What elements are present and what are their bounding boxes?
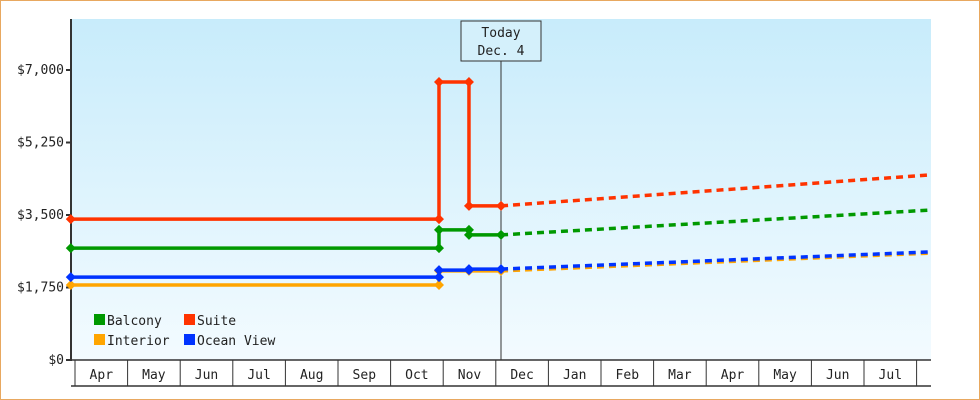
x-tick-label: Jun [195, 368, 218, 383]
data-point-suite [433, 214, 444, 225]
legend-label: Balcony [107, 314, 162, 329]
x-tick-label: Sep [353, 368, 377, 383]
legend-swatch [184, 334, 195, 345]
data-point-ocean-view [433, 265, 444, 276]
data-point-balcony [433, 243, 444, 254]
data-point-interior [65, 280, 76, 291]
data-point-suite [433, 77, 444, 88]
series-line-balcony [70, 228, 502, 250]
data-point-ocean-view [463, 264, 474, 275]
x-tick-label: Jun [826, 368, 849, 383]
data-point-balcony [496, 229, 507, 240]
x-tick-label: Nov [458, 368, 482, 383]
today-box [460, 20, 542, 62]
x-tick-label: Feb [616, 368, 640, 383]
legend-swatch [94, 334, 105, 345]
legend-swatch [184, 314, 195, 325]
series-line-suite [70, 80, 502, 221]
today-date: Dec. 4 [478, 44, 525, 59]
legend-label: Interior [107, 334, 170, 349]
legend-label: Suite [197, 314, 236, 329]
data-point-suite [496, 200, 507, 211]
legend-swatch [94, 314, 105, 325]
x-tick-label: Apr [721, 368, 745, 383]
data-point-ocean-view [496, 264, 507, 275]
data-point-ocean-view [65, 272, 76, 283]
data-point-interior [433, 280, 444, 291]
x-tick-label: Aug [300, 368, 323, 383]
data-point-suite [65, 214, 76, 225]
x-tick-label: Jul [247, 368, 270, 383]
y-tick-label: $0 [48, 353, 64, 368]
x-tick-label: Mar [668, 368, 692, 383]
data-point-balcony [463, 229, 474, 240]
series-line-ocean-view [70, 267, 502, 279]
y-tick-label: $1,750 [17, 281, 64, 296]
data-point-suite [463, 77, 474, 88]
x-tick-label: May [773, 368, 797, 383]
x-tick-label: Dec [510, 368, 533, 383]
data-point-balcony [65, 243, 76, 254]
data-point-suite [463, 200, 474, 211]
y-tick-label: $5,250 [17, 136, 64, 151]
y-tick-label: $3,500 [17, 208, 64, 223]
x-tick-label: Jan [563, 368, 586, 383]
legend-label: Ocean View [197, 334, 275, 349]
x-tick-label: May [142, 368, 166, 383]
x-tick-label: Jul [879, 368, 902, 383]
x-tick-label: Oct [405, 368, 428, 383]
today-label: Today [481, 26, 520, 41]
data-point-ocean-view [433, 272, 444, 283]
data-point-balcony [433, 224, 444, 235]
x-tick-label: Apr [90, 368, 114, 383]
y-tick-label: $7,000 [17, 63, 64, 78]
